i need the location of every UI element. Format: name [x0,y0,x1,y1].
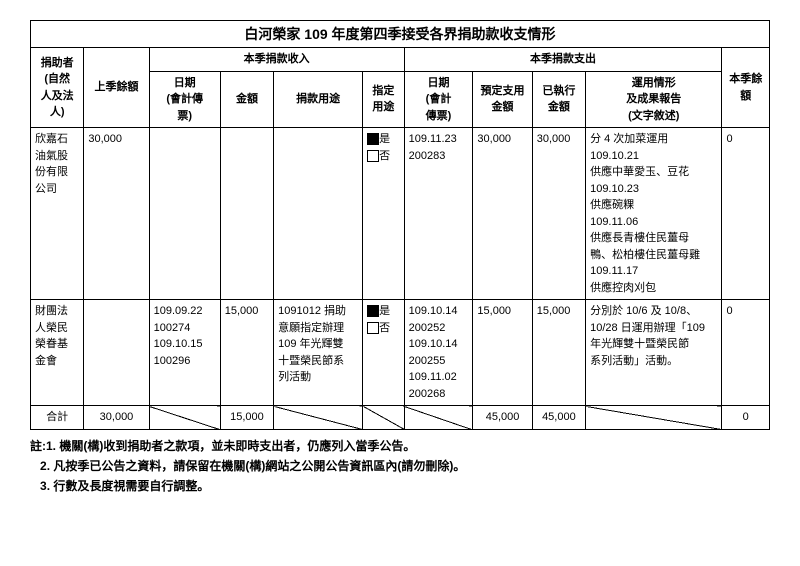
hdr-donor: 捐助者 (自然 人及法 人) [31,48,84,128]
total-row: 合計30,000 15,000 45,00045,000 0 [31,406,770,430]
table-cell: 分別於 10/6 及 10/8、 10/28 日運用辦理「109 年光輝雙十暨榮… [586,300,722,406]
hdr-expense-executed: 已執行 金額 [532,71,585,128]
note-3: 3. 行數及長度視需要自行調整。 [40,479,209,493]
total-cell: 0 [722,406,770,430]
table-cell: 15,000 [473,300,532,406]
designated-cell: 是否 [363,300,405,406]
table-cell: 30,000 [84,128,149,300]
total-cell: 45,000 [473,406,532,430]
hdr-expense-budget: 預定支用 金額 [473,71,532,128]
hdr-prev-balance: 上季餘額 [84,48,149,128]
total-cell: 45,000 [532,406,585,430]
label-no: 否 [379,322,390,334]
designated-cell: 是否 [363,128,405,300]
hdr-income-group: 本季捐款收入 [149,48,404,72]
donation-table: 捐助者 (自然 人及法 人) 上季餘額 本季捐款收入 本季捐款支出 本季餘 額 … [30,47,770,430]
hdr-expense-report: 運用情形 及成果報告 (文字敘述) [586,71,722,128]
notes-prefix: 註: [30,439,46,453]
page-title: 白河榮家 109 年度第四季接受各界捐助款收支情形 [30,20,770,47]
table-cell: 分 4 次加菜運用 109.10.21 供應中華愛玉、豆花 109.10.23 … [586,128,722,300]
table-cell: 30,000 [473,128,532,300]
table-cell: 109.10.14 200252 109.10.14 200255 109.11… [404,300,473,406]
diagonal-cell [363,406,405,430]
table-cell: 1091012 捐助 意願指定辦理 109 年光輝雙 十暨榮民節系 列活動 [274,300,363,406]
total-cell: 30,000 [84,406,149,430]
label-yes: 是 [379,133,390,145]
table-cell: 30,000 [532,128,585,300]
diagonal-cell [586,406,722,430]
label-yes: 是 [379,305,390,317]
hdr-expense-group: 本季捐款支出 [404,48,722,72]
diagonal-cell [149,406,220,430]
checkbox-no-icon [367,322,379,334]
table-cell: 109.09.22 100274 109.10.15 100296 [149,300,220,406]
hdr-income-purpose: 捐款用途 [274,71,363,128]
table-cell: 欣嘉石 油氣股 份有限 公司 [31,128,84,300]
table-cell: 財團法 人榮民 榮眷基 金會 [31,300,84,406]
notes-section: 註:1. 機關(構)收到捐助者之款項，並未即時支出者，仍應列入當季公告。 2. … [30,436,770,497]
table-cell: 0 [722,300,770,406]
checkbox-no-icon [367,150,379,162]
table-cell [274,128,363,300]
hdr-income-amount: 金額 [220,71,273,128]
label-no: 否 [379,150,390,162]
checkbox-yes-icon [367,305,379,317]
diagonal-cell [404,406,473,430]
hdr-expense-date: 日期 (會計 傳票) [404,71,473,128]
note-1: 1. 機關(構)收到捐助者之款項，並未即時支出者，仍應列入當季公告。 [46,439,415,453]
total-cell: 15,000 [220,406,273,430]
table-cell [220,128,273,300]
hdr-income-designated: 指定 用途 [363,71,405,128]
hdr-income-date: 日期 (會計傳 票) [149,71,220,128]
table-row: 欣嘉石 油氣股 份有限 公司30,000是否109.11.23 20028330… [31,128,770,300]
table-row: 財團法 人榮民 榮眷基 金會 109.09.22 100274 109.10.15… [31,300,770,406]
table-cell: 15,000 [532,300,585,406]
table-cell: 0 [722,128,770,300]
table-cell [84,300,149,406]
diagonal-cell [274,406,363,430]
total-cell: 合計 [31,406,84,430]
hdr-current-balance: 本季餘 額 [722,48,770,128]
checkbox-yes-icon [367,133,379,145]
table-cell [149,128,220,300]
note-2: 2. 凡按季已公告之資料，請保留在機關(構)網站之公開公告資訊區內(請勿刪除)。 [40,459,465,473]
table-cell: 15,000 [220,300,273,406]
table-cell: 109.11.23 200283 [404,128,473,300]
